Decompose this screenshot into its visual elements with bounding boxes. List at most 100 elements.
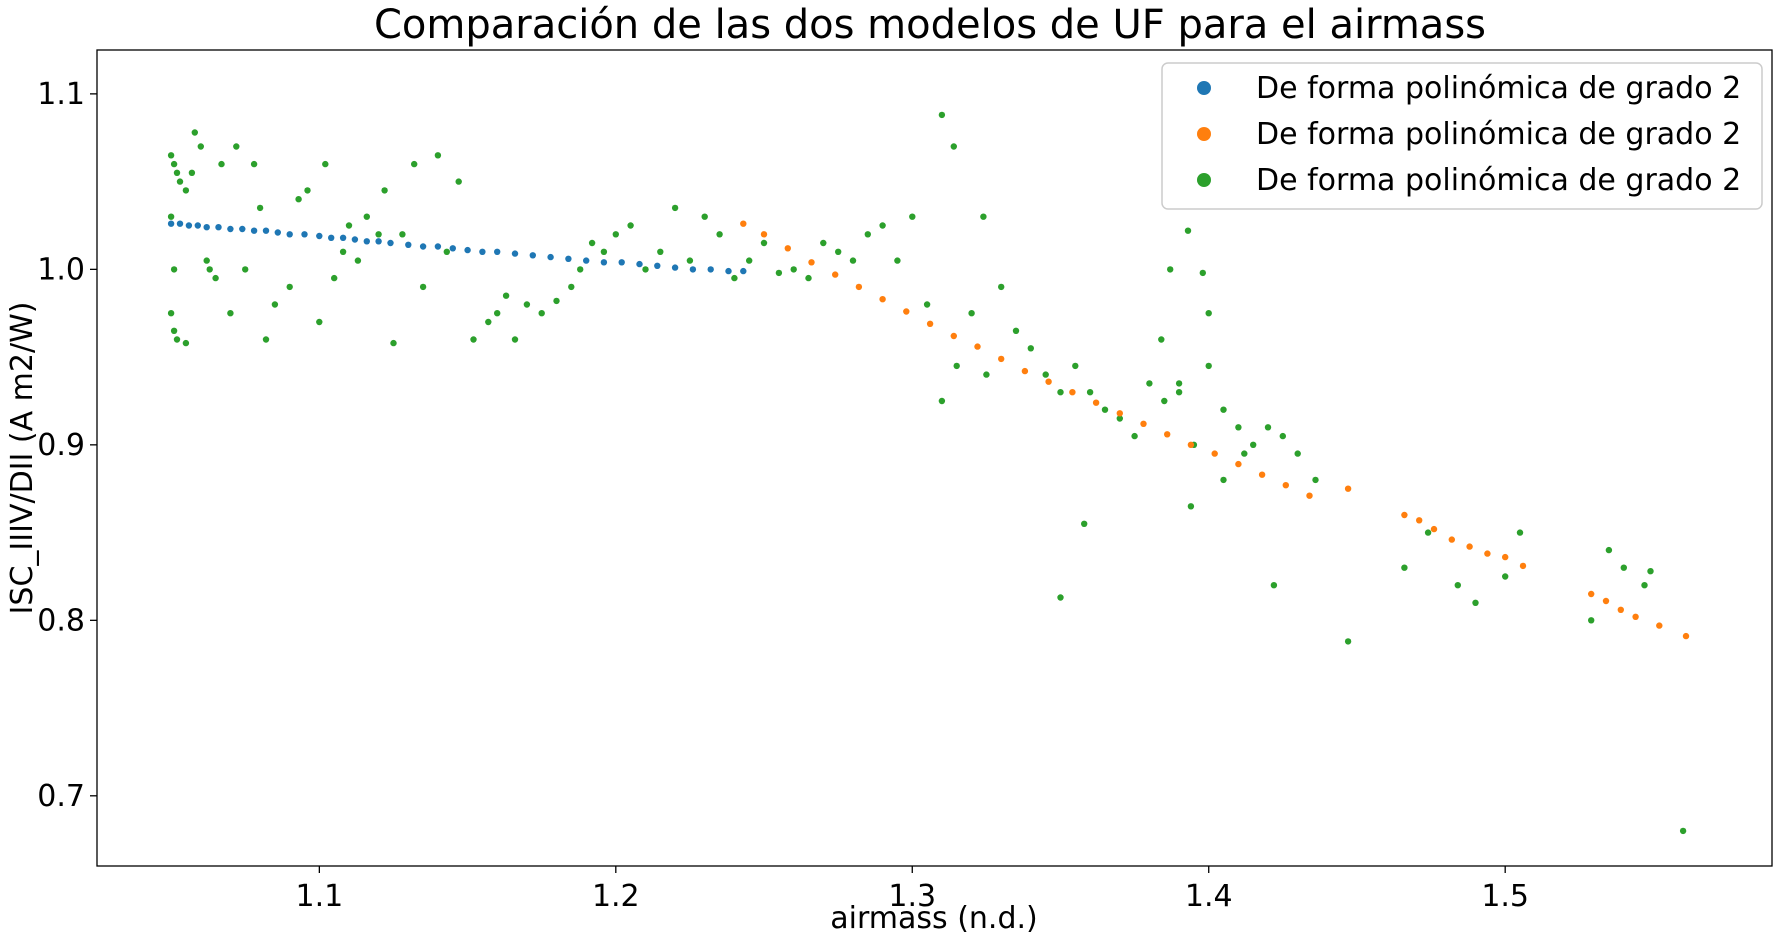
legend-marker: [1197, 81, 1211, 95]
data-point: [636, 260, 643, 268]
data-point: [612, 231, 619, 238]
data-point: [1235, 460, 1242, 468]
data-point: [1519, 562, 1527, 570]
data-point: [399, 231, 406, 238]
data-point: [974, 343, 981, 350]
data-point: [627, 222, 634, 229]
data-point: [322, 160, 329, 168]
x-tick-label: 1.4: [1185, 879, 1233, 914]
data-point: [262, 227, 270, 234]
data-point: [805, 274, 812, 282]
data-point: [390, 339, 397, 347]
data-point: [864, 231, 871, 238]
data-point: [1072, 362, 1079, 370]
data-point: [998, 355, 1005, 363]
data-point: [1294, 450, 1301, 457]
y-tick-label: 0.7: [37, 779, 85, 814]
data-point: [1205, 362, 1212, 370]
y-tick-label: 1.1: [37, 77, 85, 112]
data-point: [671, 204, 679, 212]
data-point: [295, 196, 302, 203]
data-point: [1682, 632, 1690, 640]
data-point: [894, 257, 901, 264]
data-point: [351, 236, 359, 243]
data-point: [565, 255, 572, 262]
legend-label: De forma polinómica de grado 2: [1256, 71, 1741, 106]
data-point: [1241, 450, 1248, 457]
data-point: [363, 238, 370, 245]
data-point: [464, 246, 471, 254]
data-point: [212, 274, 219, 282]
data-point: [1187, 503, 1195, 510]
data-point: [1502, 553, 1509, 561]
data-point: [707, 266, 714, 273]
data-point: [1235, 424, 1242, 431]
data-point: [1472, 599, 1479, 606]
data-point: [443, 248, 450, 255]
data-point: [1092, 399, 1100, 406]
data-point: [470, 336, 477, 343]
data-point: [1158, 336, 1165, 343]
data-point: [746, 257, 753, 264]
data-point: [1424, 529, 1432, 536]
data-point: [1344, 485, 1352, 492]
data-point: [494, 310, 501, 317]
data-point: [686, 257, 694, 264]
data-point: [926, 320, 934, 327]
data-point: [256, 204, 264, 212]
data-point: [1220, 476, 1227, 484]
data-point: [716, 231, 723, 238]
data-point: [654, 262, 661, 269]
data-point: [1211, 450, 1218, 457]
legend: De forma polinómica de grado 2 De forma p…: [1161, 62, 1763, 210]
data-point: [760, 239, 768, 247]
chart-title: Comparación de las dos modelos de UF par…: [374, 2, 1486, 48]
data-point: [1175, 389, 1183, 396]
data-point: [381, 187, 388, 194]
data-point: [1167, 266, 1174, 273]
data-point: [250, 227, 258, 234]
data-point: [262, 336, 270, 343]
data-point: [1641, 582, 1648, 589]
data-point: [286, 231, 293, 238]
data-point: [790, 266, 797, 273]
data-point: [1131, 432, 1138, 440]
x-tick-label: 1.5: [1481, 879, 1529, 914]
data-point: [188, 169, 196, 176]
data-point: [577, 266, 584, 273]
data-point: [331, 274, 338, 282]
data-point: [953, 362, 960, 370]
data-point: [583, 257, 590, 264]
data-point: [286, 283, 293, 291]
data-point: [203, 257, 210, 264]
data-point: [1279, 432, 1287, 440]
data-point: [197, 143, 204, 150]
data-point: [600, 248, 608, 255]
data-point: [419, 283, 427, 291]
y-axis-ticks: 0.7 0.8 0.9 1.0 1.1: [37, 77, 97, 814]
data-point: [173, 169, 181, 176]
legend-marker: [1197, 127, 1211, 141]
data-point: [170, 266, 178, 273]
data-point: [215, 224, 222, 231]
data-point: [600, 259, 608, 266]
y-tick-label: 0.8: [37, 603, 85, 638]
data-point: [170, 160, 178, 168]
data-point: [339, 248, 347, 255]
data-point: [1258, 471, 1266, 478]
data-point: [784, 245, 791, 252]
data-point: [835, 248, 842, 255]
legend-box: [1161, 62, 1763, 210]
data-point: [182, 339, 190, 347]
data-point: [485, 318, 492, 326]
data-point: [547, 253, 554, 261]
data-point: [1516, 529, 1524, 536]
data-point: [1027, 345, 1035, 352]
data-point: [405, 241, 412, 248]
data-point: [1042, 371, 1049, 378]
data-point: [1502, 573, 1509, 580]
data-point: [387, 239, 394, 247]
data-point: [167, 220, 175, 227]
data-point: [242, 266, 249, 273]
data-point: [363, 213, 370, 220]
